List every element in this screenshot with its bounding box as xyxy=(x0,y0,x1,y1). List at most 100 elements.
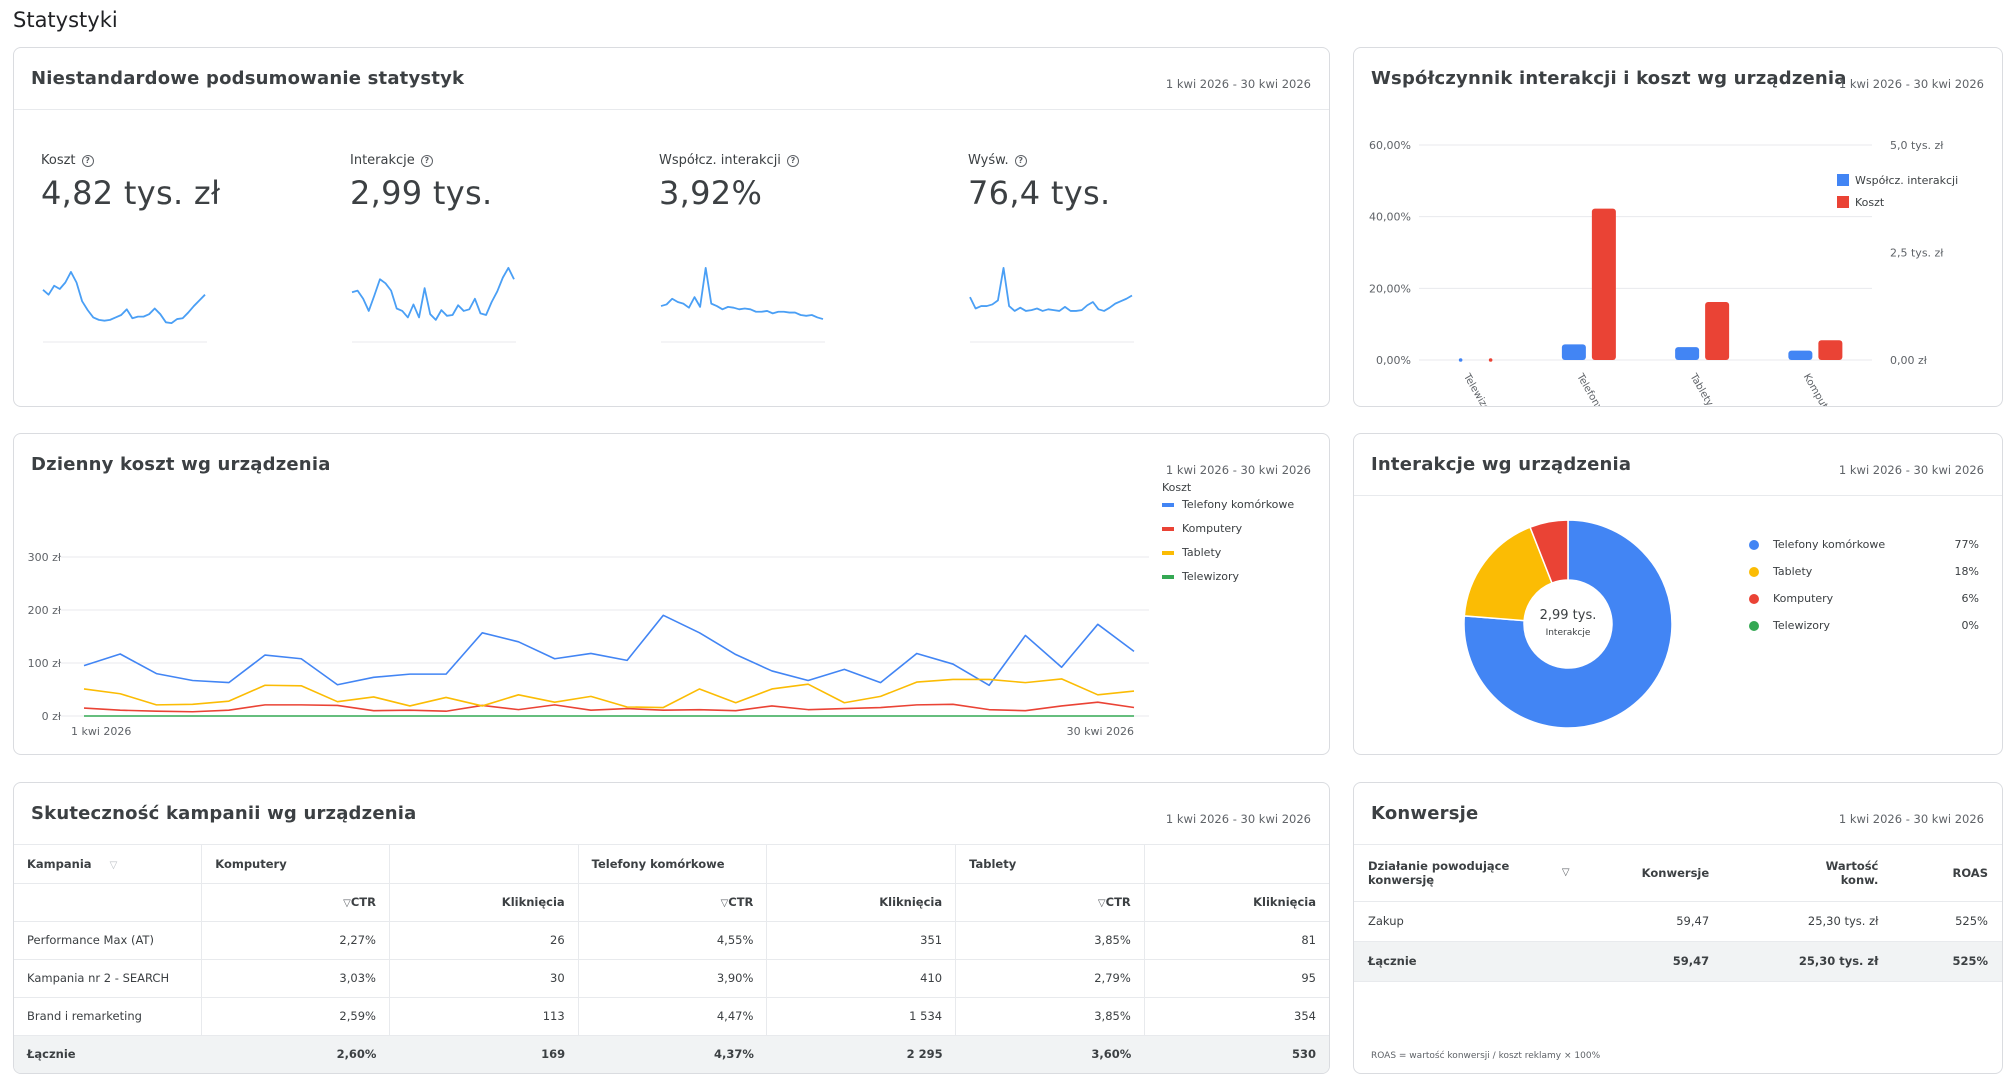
metric-label: Współcz. interakcji xyxy=(659,153,781,168)
legend-percent: 18% xyxy=(1954,565,1979,578)
column-header-ctr[interactable]: ▽CTR xyxy=(201,883,390,922)
table-row[interactable]: Brand i remarketing 2,59% 113 4,47% 1 53… xyxy=(14,997,1329,1036)
table-cell: 2,60% xyxy=(201,1035,390,1073)
table-row[interactable]: Zakup 59,47 25,30 tys. zł 525% xyxy=(1354,901,2002,942)
legend-swatch xyxy=(1162,526,1174,531)
date-range[interactable]: 1 kwi 2026 - 30 kwi 2026 xyxy=(1838,812,1984,826)
zero-marker xyxy=(1488,358,1493,362)
x-tick-label: 1 kwi 2026 xyxy=(71,725,131,738)
metric-interaction-rate[interactable]: Współcz. interakcji? 3,92% xyxy=(659,153,959,212)
date-range[interactable]: 1 kwi 2026 - 30 kwi 2026 xyxy=(1165,463,1311,477)
table-cell: 95 xyxy=(1143,959,1329,998)
card-title: Dzienny koszt wg urządzenia xyxy=(31,454,331,475)
table-cell: 25,30 tys. zł xyxy=(1723,901,1893,942)
metric-interactions[interactable]: Interakcje? 2,99 tys. xyxy=(350,153,650,212)
series-line xyxy=(83,701,1135,713)
help-icon[interactable]: ? xyxy=(786,154,799,167)
metric-value: 3,92% xyxy=(659,174,763,212)
group-header: Komputery xyxy=(201,845,390,884)
help-icon[interactable]: ? xyxy=(420,154,433,167)
group-header-spacer xyxy=(766,845,956,884)
bar-cost xyxy=(1705,301,1730,360)
legend-swatch xyxy=(1162,574,1174,579)
sort-icon[interactable]: ▽ xyxy=(109,859,118,871)
sort-icon: ▽ xyxy=(1097,898,1106,909)
column-header-conversions[interactable]: Konwersje xyxy=(1583,845,1724,902)
column-header-clicks[interactable]: Kliknięcia xyxy=(1143,883,1329,922)
table-row[interactable]: Kampania nr 2 - SEARCH 3,03% 30 3,90% 41… xyxy=(14,959,1329,998)
table-cell: 2,79% xyxy=(955,959,1145,998)
y2-tick-label: 2,5 tys. zł xyxy=(1890,247,1944,260)
table-cell: 525% xyxy=(1892,901,2002,942)
header-label: CTR xyxy=(1105,895,1131,909)
column-header-action[interactable]: Działanie powodujące konwersję ▽ xyxy=(1354,845,1584,902)
metric-label: Wyśw. xyxy=(968,153,1009,168)
legend-swatch xyxy=(1837,196,1849,208)
campaign-name[interactable]: Brand i remarketing xyxy=(14,997,202,1036)
legend-item[interactable]: Tablety xyxy=(1162,546,1221,559)
column-header-roas[interactable]: ROAS xyxy=(1892,845,2002,902)
date-range[interactable]: 1 kwi 2026 - 30 kwi 2026 xyxy=(1165,812,1311,826)
legend-item[interactable]: Komputery xyxy=(1162,522,1242,535)
legend-label: Komputery xyxy=(1773,592,1834,605)
total-label: Łącznie xyxy=(14,1035,202,1073)
metric-cost[interactable]: Koszt? 4,82 tys. zł xyxy=(41,153,341,212)
bar-cost xyxy=(1818,340,1843,360)
table-header-row: Kampania ▽ Komputery Telefony komórkowe … xyxy=(14,845,1329,884)
sort-icon: ▽ xyxy=(720,898,729,909)
column-header-clicks[interactable]: Kliknięcia xyxy=(388,883,579,922)
column-header-conv-value[interactable]: Wartość konw. xyxy=(1723,845,1893,902)
legend-label: Koszt xyxy=(1855,196,1885,209)
x-tick-label: 30 kwi 2026 xyxy=(1067,725,1134,738)
interactions-card: Interakcje wg urządzenia 1 kwi 2026 - 30… xyxy=(1353,433,2003,755)
card-header: Skuteczność kampanii wg urządzenia 1 kwi… xyxy=(14,783,1329,845)
legend-item[interactable]: Komputery 6% xyxy=(1749,592,1979,605)
summary-card: Niestandardowe podsumowanie statystyk 1 … xyxy=(13,47,1330,407)
subheader-spacer xyxy=(14,883,202,922)
y-tick-label: 100 zł xyxy=(28,657,62,670)
y-tick-label: 0 zł xyxy=(42,710,62,723)
date-range[interactable]: 1 kwi 2026 - 30 kwi 2026 xyxy=(1838,77,1984,91)
group-header-spacer xyxy=(388,845,579,884)
legend-dot xyxy=(1749,539,1759,550)
campaign-name[interactable]: Kampania nr 2 - SEARCH xyxy=(14,959,202,998)
legend-label: Telefony komórkowe xyxy=(1182,498,1295,511)
sort-icon[interactable]: ▽ xyxy=(1561,867,1570,879)
column-header-ctr[interactable]: ▽CTR xyxy=(955,883,1145,922)
roas-footnote: ROAS = wartość konwersji / koszt reklamy… xyxy=(1371,1051,1601,1061)
legend-item[interactable]: Tablety 18% xyxy=(1749,565,1979,578)
campaign-name[interactable]: Performance Max (AT) xyxy=(14,921,202,960)
legend-label: Tablety xyxy=(1182,546,1222,559)
table-cell: 3,03% xyxy=(201,959,390,998)
legend-item[interactable]: Telefony komórkowe 77% xyxy=(1749,538,1979,551)
legend-item[interactable]: Telefony komórkowe xyxy=(1162,498,1294,511)
bar-interaction-rate xyxy=(1561,344,1586,360)
y-tick-label: 40,00% xyxy=(1369,211,1411,224)
column-header-campaign[interactable]: Kampania ▽ xyxy=(14,845,202,884)
bar-interaction-rate xyxy=(1788,350,1813,360)
legend-item[interactable]: Telewizory 0% xyxy=(1749,619,1979,632)
table-cell: 4,55% xyxy=(577,921,767,960)
table-total-row: Łącznie 2,60% 169 4,37% 2 295 3,60% 530 xyxy=(14,1035,1329,1073)
donut-center-value: 2,99 tys. xyxy=(1539,608,1597,623)
metric-impressions[interactable]: Wyśw.? 76,4 tys. xyxy=(968,153,1268,212)
legend-item[interactable]: Telewizory xyxy=(1162,570,1239,583)
y-tick-label: 300 zł xyxy=(28,551,62,564)
column-header-ctr[interactable]: ▽CTR xyxy=(577,883,767,922)
card-header: Dzienny koszt wg urządzenia 1 kwi 2026 -… xyxy=(14,434,1329,496)
table-cell: 4,37% xyxy=(578,1035,767,1073)
column-header-clicks[interactable]: Kliknięcia xyxy=(766,883,956,922)
table-cell: 3,85% xyxy=(955,997,1145,1036)
help-icon[interactable]: ? xyxy=(81,154,94,167)
date-range[interactable]: 1 kwi 2026 - 30 kwi 2026 xyxy=(1165,77,1311,91)
legend-swatch xyxy=(1162,550,1174,555)
metric-value: 4,82 tys. zł xyxy=(41,174,221,212)
card-header: Konwersje 1 kwi 2026 - 30 kwi 2026 xyxy=(1354,783,2002,845)
table-cell: 354 xyxy=(1143,997,1329,1036)
date-range[interactable]: 1 kwi 2026 - 30 kwi 2026 xyxy=(1838,463,1984,477)
table-cell: 113 xyxy=(388,997,579,1036)
donut-center-label: Interakcje xyxy=(1545,628,1591,638)
y2-tick-label: 0,00 zł xyxy=(1890,354,1928,367)
help-icon[interactable]: ? xyxy=(1014,154,1027,167)
table-row[interactable]: Performance Max (AT) 2,27% 26 4,55% 351 … xyxy=(14,921,1329,960)
